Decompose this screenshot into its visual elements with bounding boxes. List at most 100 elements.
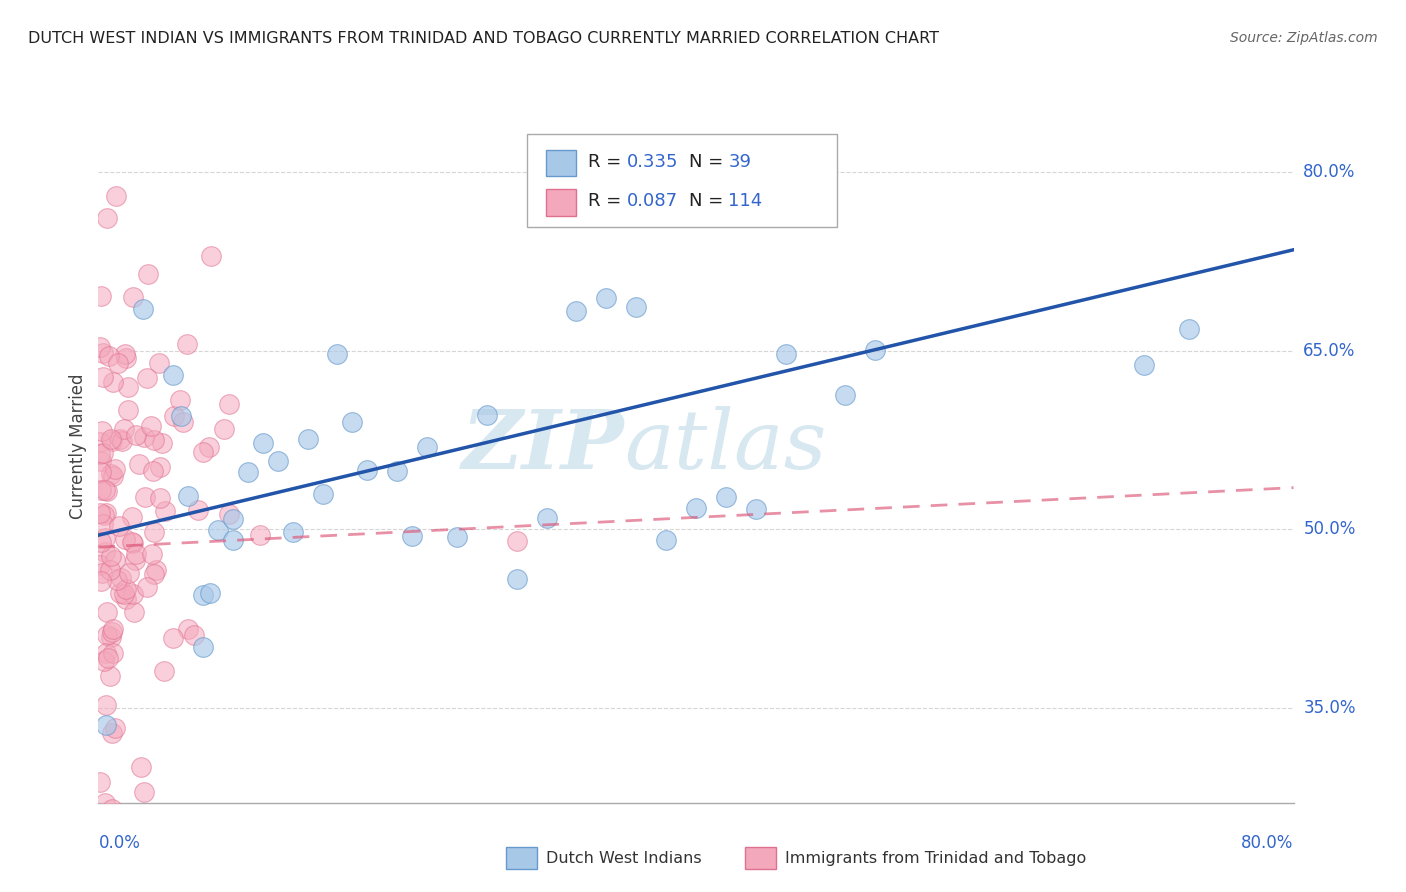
Point bbox=[89, 506, 111, 520]
Point bbox=[207, 523, 229, 537]
Point bbox=[94, 545, 117, 559]
Point bbox=[1133, 358, 1156, 372]
Point bbox=[117, 380, 139, 394]
Point bbox=[153, 664, 176, 678]
Point bbox=[136, 371, 159, 385]
Point bbox=[177, 489, 200, 503]
Text: 50.0%: 50.0% bbox=[1303, 520, 1355, 538]
Point bbox=[143, 525, 166, 540]
Text: DUTCH WEST INDIAN VS IMMIGRANTS FROM TRINIDAD AND TOBAGO CURRENTLY MARRIED CORRE: DUTCH WEST INDIAN VS IMMIGRANTS FROM TRI… bbox=[28, 31, 939, 46]
Point bbox=[172, 415, 194, 429]
Point bbox=[90, 574, 112, 588]
Point bbox=[169, 409, 191, 424]
Point bbox=[177, 622, 200, 636]
Point bbox=[91, 345, 114, 359]
Point bbox=[94, 483, 117, 497]
Point bbox=[112, 422, 135, 436]
Point bbox=[249, 528, 271, 542]
Point bbox=[101, 726, 124, 740]
Point bbox=[107, 356, 129, 370]
Point bbox=[91, 446, 114, 460]
Point bbox=[153, 504, 176, 518]
Point bbox=[97, 650, 120, 665]
Point bbox=[117, 402, 139, 417]
Text: R =: R = bbox=[588, 153, 627, 171]
Point bbox=[122, 605, 145, 619]
Point bbox=[218, 397, 240, 411]
Point bbox=[222, 533, 245, 547]
Point bbox=[98, 669, 121, 683]
Point bbox=[139, 418, 162, 433]
Point bbox=[162, 368, 184, 382]
Point bbox=[475, 409, 498, 423]
Text: 0.335: 0.335 bbox=[627, 153, 679, 171]
Point bbox=[1178, 322, 1201, 336]
Text: Dutch West Indians: Dutch West Indians bbox=[546, 851, 702, 865]
Point bbox=[745, 502, 768, 516]
Point bbox=[96, 484, 118, 499]
Text: 80.0%: 80.0% bbox=[1241, 834, 1294, 852]
Point bbox=[98, 349, 121, 363]
Point bbox=[112, 587, 135, 601]
Point bbox=[193, 444, 215, 458]
Point bbox=[125, 428, 148, 442]
Text: N =: N = bbox=[689, 192, 728, 210]
Point bbox=[91, 370, 114, 384]
Point bbox=[118, 566, 141, 580]
Point bbox=[134, 784, 156, 798]
Point bbox=[714, 491, 737, 505]
Point bbox=[145, 564, 167, 578]
Point bbox=[141, 547, 163, 561]
Point bbox=[136, 267, 159, 281]
Point bbox=[536, 511, 558, 525]
Text: 80.0%: 80.0% bbox=[1303, 163, 1355, 181]
Point bbox=[90, 424, 112, 438]
Point bbox=[834, 387, 856, 401]
Point bbox=[121, 534, 143, 549]
Point bbox=[214, 422, 236, 436]
Point bbox=[311, 487, 333, 501]
Point bbox=[121, 509, 143, 524]
Point bbox=[281, 525, 304, 540]
Point bbox=[236, 465, 259, 479]
Point bbox=[624, 300, 647, 314]
Point bbox=[108, 586, 131, 600]
Text: 35.0%: 35.0% bbox=[1303, 698, 1355, 716]
Point bbox=[104, 189, 127, 203]
Point bbox=[176, 336, 198, 351]
Point bbox=[89, 446, 111, 460]
Text: 0.087: 0.087 bbox=[627, 192, 678, 210]
Point bbox=[191, 588, 214, 602]
Point bbox=[124, 553, 146, 567]
Text: 114: 114 bbox=[728, 192, 762, 210]
Point bbox=[506, 534, 529, 549]
Point bbox=[100, 549, 122, 564]
Point bbox=[94, 796, 117, 810]
Point bbox=[865, 343, 887, 357]
Point bbox=[100, 467, 122, 481]
Point bbox=[90, 453, 112, 467]
Point bbox=[356, 463, 378, 477]
Point bbox=[506, 572, 529, 586]
Text: 0.0%: 0.0% bbox=[98, 834, 141, 852]
Point bbox=[104, 462, 127, 476]
Point bbox=[101, 622, 124, 636]
Point bbox=[122, 587, 145, 601]
Point bbox=[96, 605, 118, 619]
Point bbox=[96, 628, 118, 642]
Point bbox=[91, 517, 114, 532]
Point bbox=[162, 631, 184, 645]
Point bbox=[90, 289, 112, 303]
Point bbox=[90, 483, 112, 497]
Point bbox=[297, 432, 319, 446]
Text: Source: ZipAtlas.com: Source: ZipAtlas.com bbox=[1230, 31, 1378, 45]
Point bbox=[91, 566, 114, 580]
Point bbox=[114, 532, 136, 546]
Point bbox=[128, 458, 150, 472]
Point bbox=[142, 566, 165, 581]
Point bbox=[121, 290, 143, 304]
Point bbox=[94, 698, 117, 713]
Text: R =: R = bbox=[588, 192, 627, 210]
Y-axis label: Currently Married: Currently Married bbox=[69, 373, 87, 519]
Point bbox=[148, 355, 170, 369]
